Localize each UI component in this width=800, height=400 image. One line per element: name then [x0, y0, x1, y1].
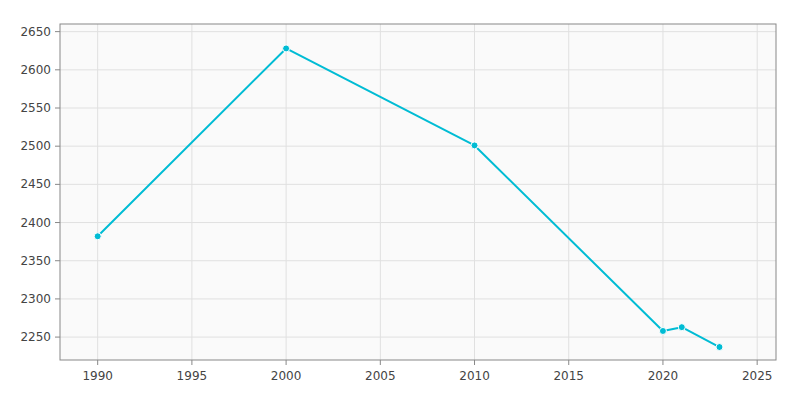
series: [94, 45, 723, 351]
y-tick-label: 2400: [20, 216, 51, 230]
point: [659, 327, 666, 334]
y-grid-line: [60, 184, 776, 185]
x-tick: [380, 360, 381, 365]
x-grid-line: [191, 24, 192, 360]
y-tick-label: 2600: [20, 63, 51, 77]
y-tick: [55, 69, 60, 70]
point: [94, 233, 101, 240]
x-tick: [757, 360, 758, 365]
y-tick: [55, 337, 60, 338]
y-tick: [55, 298, 60, 299]
chart-container: 1990 1995 2000 2005 2010 2015 2020 2025 2250 2300…: [0, 0, 800, 400]
y-tick: [55, 146, 60, 147]
y-tick: [55, 108, 60, 109]
x-tick-label: 1995: [177, 369, 208, 383]
y-grid-line: [60, 337, 776, 338]
x-grid-line: [97, 24, 98, 360]
line: [98, 48, 720, 347]
point: [283, 45, 290, 52]
x-grid-line: [474, 24, 475, 360]
grid: [60, 24, 776, 360]
x-tick: [286, 360, 287, 365]
y-tick: [55, 260, 60, 261]
y-tick-label: 2300: [20, 292, 51, 306]
x-tick-label: 2020: [648, 369, 679, 383]
x-tick-label: 2005: [365, 369, 396, 383]
y-grid-line: [60, 108, 776, 109]
y-tick: [55, 184, 60, 185]
point: [471, 142, 478, 149]
x-grid-line: [380, 24, 381, 360]
y-tick: [55, 222, 60, 223]
plot-frame: [60, 24, 776, 360]
plot-background: [60, 24, 776, 360]
x-tick-label: 1990: [82, 369, 113, 383]
x-tick-label: 2010: [459, 369, 490, 383]
x-tick: [191, 360, 192, 365]
x-tick-label: 2015: [553, 369, 584, 383]
y-grid-line: [60, 146, 776, 147]
x-tick-label: 2000: [271, 369, 302, 383]
y-tick-label: 2500: [20, 139, 51, 153]
y-grid-line: [60, 31, 776, 32]
y-grid-line: [60, 69, 776, 70]
y-tick-label: 2650: [20, 25, 51, 39]
y-tick-label: 2350: [20, 254, 51, 268]
x-tick-label: 2025: [742, 369, 773, 383]
y-grid-line: [60, 260, 776, 261]
x-tick: [662, 360, 663, 365]
y-tick-label: 2550: [20, 101, 51, 115]
point: [678, 324, 685, 331]
y-tick: [55, 31, 60, 32]
y-grid-line: [60, 222, 776, 223]
x-grid-line: [568, 24, 569, 360]
x-grid-line: [662, 24, 663, 360]
point: [716, 344, 723, 351]
x-grid-line: [286, 24, 287, 360]
y-tick-label: 2250: [20, 330, 51, 344]
y-grid-line: [60, 298, 776, 299]
axes: 1990 1995 2000 2005 2010 2015 2020 2025 2250 2300…: [20, 25, 772, 383]
chart-svg: 1990 1995 2000 2005 2010 2015 2020 2025 2250 2300…: [0, 0, 800, 400]
x-grid-line: [757, 24, 758, 360]
x-tick: [474, 360, 475, 365]
x-tick: [97, 360, 98, 365]
x-tick: [568, 360, 569, 365]
y-tick-label: 2450: [20, 177, 51, 191]
